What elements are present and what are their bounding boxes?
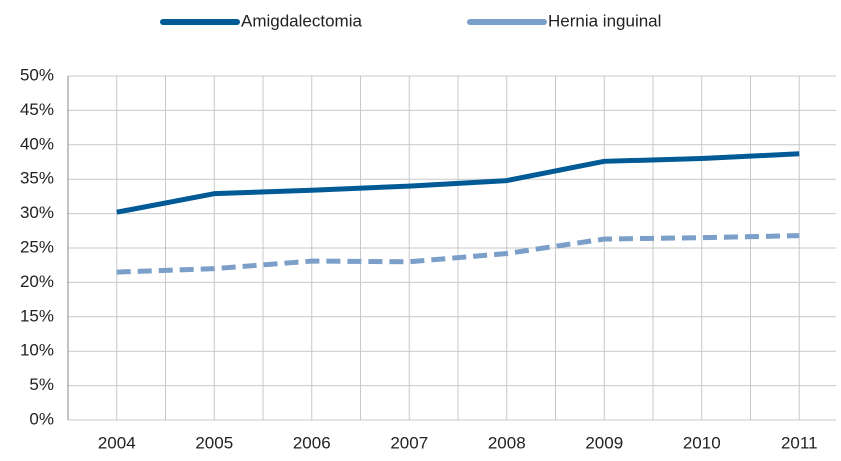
y-tick-label: 30% xyxy=(20,203,54,222)
x-tick-label: 2006 xyxy=(293,433,331,452)
y-tick-label: 15% xyxy=(20,306,54,325)
y-tick-label: 5% xyxy=(29,375,54,394)
series-line xyxy=(116,233,800,275)
y-tick-label: 0% xyxy=(29,409,54,428)
legend-label: Hernia inguinal xyxy=(548,11,661,30)
x-tick-label: 2009 xyxy=(585,433,623,452)
x-tick-label: 2008 xyxy=(488,433,526,452)
y-tick-label: 20% xyxy=(20,272,54,291)
y-tick-label: 45% xyxy=(20,100,54,119)
x-tick-label: 2005 xyxy=(195,433,233,452)
x-tick-label: 2011 xyxy=(781,433,818,452)
x-tick-label: 2004 xyxy=(98,433,136,452)
y-tick-label: 25% xyxy=(20,237,54,256)
legend-label: Amigdalectomia xyxy=(241,11,362,30)
y-tick-label: 35% xyxy=(20,169,54,188)
series-line xyxy=(116,151,800,215)
y-tick-label: 10% xyxy=(20,341,54,360)
y-tick-label: 40% xyxy=(20,134,54,153)
y-tick-label: 50% xyxy=(20,65,54,84)
x-tick-label: 2010 xyxy=(683,433,721,452)
x-tick-label: 2007 xyxy=(390,433,428,452)
